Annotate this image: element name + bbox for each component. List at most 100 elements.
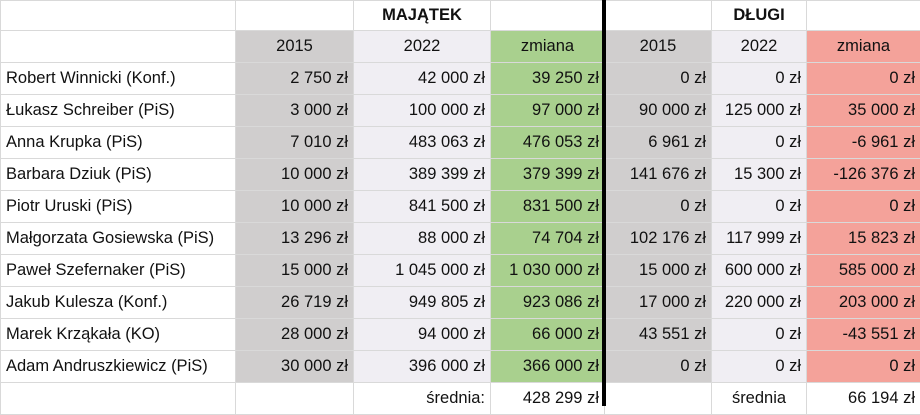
column-header-row: 2015 2022 zmiana 2015 2022 zmiana — [1, 31, 920, 63]
dlugi-average-label[interactable]: średnia — [712, 383, 807, 415]
majatek-zmiana-cell[interactable]: 1 030 000 zł — [491, 255, 605, 287]
majatek-zmiana-cell[interactable]: 97 000 zł — [491, 95, 605, 127]
dlugi-2015-cell[interactable]: 0 zł — [605, 351, 712, 383]
majatek-2022-cell[interactable]: 1 045 000 zł — [354, 255, 491, 287]
majatek-header[interactable]: MAJĄTEK — [354, 1, 491, 31]
dlugi-2022-cell[interactable]: 0 zł — [712, 319, 807, 351]
dlugi-2022-cell[interactable]: 0 zł — [712, 191, 807, 223]
majatek-2015-cell[interactable]: 10 000 zł — [236, 191, 354, 223]
politician-name-cell[interactable]: Robert Winnicki (Konf.) — [1, 63, 236, 95]
dlugi-2022-cell[interactable]: 600 000 zł — [712, 255, 807, 287]
dlugi-2022-cell[interactable]: 0 zł — [712, 63, 807, 95]
politician-name-cell[interactable]: Łukasz Schreiber (PiS) — [1, 95, 236, 127]
majatek-zmiana-cell[interactable]: 476 053 zł — [491, 127, 605, 159]
majatek-zmiana-header[interactable]: zmiana — [491, 31, 605, 63]
dlugi-zmiana-cell[interactable]: 35 000 zł — [807, 95, 920, 127]
dlugi-2015-cell[interactable]: 43 551 zł — [605, 319, 712, 351]
majatek-zmiana-cell[interactable]: 39 250 zł — [491, 63, 605, 95]
majatek-2015-cell[interactable]: 3 000 zł — [236, 95, 354, 127]
majatek-zmiana-cell[interactable]: 379 399 zł — [491, 159, 605, 191]
politician-name-cell[interactable]: Barbara Dziuk (PiS) — [1, 159, 236, 191]
dlugi-2022-cell[interactable]: 220 000 zł — [712, 287, 807, 319]
politician-name-cell[interactable]: Małgorzata Gosiewska (PiS) — [1, 223, 236, 255]
majatek-2015-cell[interactable]: 7 010 zł — [236, 127, 354, 159]
majatek-2022-cell[interactable]: 841 500 zł — [354, 191, 491, 223]
majatek-2022-cell[interactable]: 396 000 zł — [354, 351, 491, 383]
majatek-2022-cell[interactable]: 42 000 zł — [354, 63, 491, 95]
majatek-zmiana-cell[interactable]: 831 500 zł — [491, 191, 605, 223]
dlugi-zmiana-cell[interactable]: -6 961 zł — [807, 127, 920, 159]
majatek-2015-cell[interactable]: 13 296 zł — [236, 223, 354, 255]
dlugi-2022-cell[interactable]: 0 zł — [712, 127, 807, 159]
majatek-2022-cell[interactable]: 949 805 zł — [354, 287, 491, 319]
table-row: Paweł Szefernaker (PiS) 15 000 zł 1 045 … — [1, 255, 920, 287]
empty-header-cell[interactable] — [605, 1, 712, 31]
majatek-2015-cell[interactable]: 2 750 zł — [236, 63, 354, 95]
politician-name-cell[interactable]: Paweł Szefernaker (PiS) — [1, 255, 236, 287]
dlugi-2022-cell[interactable]: 15 300 zł — [712, 159, 807, 191]
majatek-2015-cell[interactable]: 15 000 zł — [236, 255, 354, 287]
dlugi-average-value[interactable]: 66 194 zł — [807, 383, 920, 415]
dlugi-zmiana-cell[interactable]: 0 zł — [807, 63, 920, 95]
dlugi-2022-cell[interactable]: 125 000 zł — [712, 95, 807, 127]
dlugi-2015-cell[interactable]: 141 676 zł — [605, 159, 712, 191]
group-header-row: MAJĄTEK DŁUGI — [1, 1, 920, 31]
dlugi-zmiana-cell[interactable]: 15 823 zł — [807, 223, 920, 255]
politician-name-cell[interactable]: Piotr Uruski (PiS) — [1, 191, 236, 223]
dlugi-2015-cell[interactable]: 6 961 zł — [605, 127, 712, 159]
dlugi-zmiana-cell[interactable]: 203 000 zł — [807, 287, 920, 319]
majatek-zmiana-cell[interactable]: 923 086 zł — [491, 287, 605, 319]
majatek-2022-cell[interactable]: 88 000 zł — [354, 223, 491, 255]
majatek-2022-cell[interactable]: 389 399 zł — [354, 159, 491, 191]
table-row: Małgorzata Gosiewska (PiS) 13 296 zł 88 … — [1, 223, 920, 255]
corner-cell[interactable] — [1, 1, 236, 31]
empty-footer-cell[interactable] — [605, 383, 712, 415]
empty-header-cell[interactable] — [491, 1, 605, 31]
dlugi-2015-cell[interactable]: 17 000 zł — [605, 287, 712, 319]
majatek-2015-cell[interactable]: 28 000 zł — [236, 319, 354, 351]
empty-footer-cell[interactable] — [1, 383, 236, 415]
table-row: Adam Andruszkiewicz (PiS) 30 000 zł 396 … — [1, 351, 920, 383]
empty-header-cell[interactable] — [807, 1, 920, 31]
dlugi-2022-cell[interactable]: 0 zł — [712, 351, 807, 383]
majatek-2022-cell[interactable]: 483 063 zł — [354, 127, 491, 159]
dlugi-2022-cell[interactable]: 117 999 zł — [712, 223, 807, 255]
dlugi-header[interactable]: DŁUGI — [712, 1, 807, 31]
majatek-2015-header[interactable]: 2015 — [236, 31, 354, 63]
dlugi-2015-cell[interactable]: 0 zł — [605, 63, 712, 95]
majatek-average-value[interactable]: 428 299 zł — [491, 383, 605, 415]
majatek-zmiana-cell[interactable]: 74 704 zł — [491, 223, 605, 255]
majatek-2015-cell[interactable]: 10 000 zł — [236, 159, 354, 191]
majatek-average-label[interactable]: średnia: — [354, 383, 491, 415]
majatek-2022-cell[interactable]: 94 000 zł — [354, 319, 491, 351]
empty-header-cell[interactable] — [1, 31, 236, 63]
politician-name-cell[interactable]: Anna Krupka (PiS) — [1, 127, 236, 159]
politician-name-cell[interactable]: Marek Krząkała (KO) — [1, 319, 236, 351]
politician-name-cell[interactable]: Adam Andruszkiewicz (PiS) — [1, 351, 236, 383]
politician-name-cell[interactable]: Jakub Kulesza (Konf.) — [1, 287, 236, 319]
dlugi-2015-header[interactable]: 2015 — [605, 31, 712, 63]
dlugi-zmiana-cell[interactable]: -43 551 zł — [807, 319, 920, 351]
dlugi-2015-cell[interactable]: 15 000 zł — [605, 255, 712, 287]
section-divider — [602, 0, 606, 406]
majatek-zmiana-cell[interactable]: 366 000 zł — [491, 351, 605, 383]
dlugi-zmiana-cell[interactable]: 0 zł — [807, 351, 920, 383]
majatek-2015-cell[interactable]: 30 000 zł — [236, 351, 354, 383]
majatek-2022-header[interactable]: 2022 — [354, 31, 491, 63]
dlugi-2015-cell[interactable]: 0 zł — [605, 191, 712, 223]
dlugi-zmiana-header[interactable]: zmiana — [807, 31, 920, 63]
dlugi-zmiana-cell[interactable]: 585 000 zł — [807, 255, 920, 287]
empty-footer-cell[interactable] — [236, 383, 354, 415]
majatek-2022-cell[interactable]: 100 000 zł — [354, 95, 491, 127]
majatek-2015-cell[interactable]: 26 719 zł — [236, 287, 354, 319]
table-row: Marek Krząkała (KO) 28 000 zł 94 000 zł … — [1, 319, 920, 351]
dlugi-zmiana-cell[interactable]: -126 376 zł — [807, 159, 920, 191]
empty-header-cell[interactable] — [236, 1, 354, 31]
dlugi-zmiana-cell[interactable]: 0 zł — [807, 191, 920, 223]
table-row: Barbara Dziuk (PiS) 10 000 zł 389 399 zł… — [1, 159, 920, 191]
majatek-zmiana-cell[interactable]: 66 000 zł — [491, 319, 605, 351]
table-row: Robert Winnicki (Konf.) 2 750 zł 42 000 … — [1, 63, 920, 95]
dlugi-2015-cell[interactable]: 90 000 zł — [605, 95, 712, 127]
dlugi-2022-header[interactable]: 2022 — [712, 31, 807, 63]
dlugi-2015-cell[interactable]: 102 176 zł — [605, 223, 712, 255]
